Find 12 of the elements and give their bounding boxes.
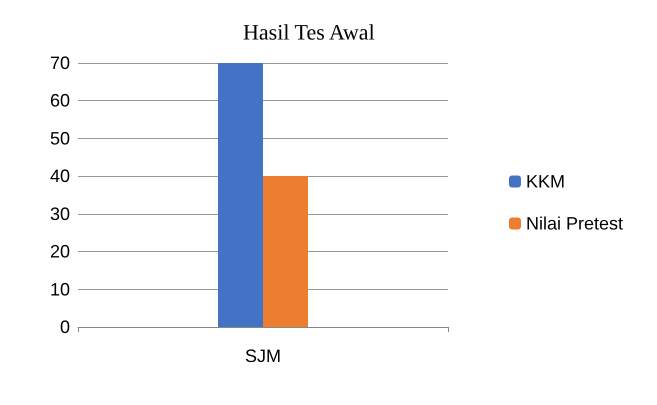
y-tick-label: 10 xyxy=(50,279,70,300)
y-tick-label: 70 xyxy=(50,53,70,73)
y-tick-label: 20 xyxy=(50,242,70,262)
y-tick-label: 50 xyxy=(50,128,70,148)
legend-label: KKM xyxy=(526,172,565,192)
y-tick-label: 30 xyxy=(50,204,70,224)
x-tick-label: SJM xyxy=(245,346,281,366)
y-tick-label: 40 xyxy=(50,166,70,186)
y-tick-label: 60 xyxy=(50,90,70,111)
chart-title: Hasil Tes Awal xyxy=(243,20,375,44)
y-tick-label: 0 xyxy=(60,317,70,337)
legend-label: Nilai Pretest xyxy=(526,214,623,234)
